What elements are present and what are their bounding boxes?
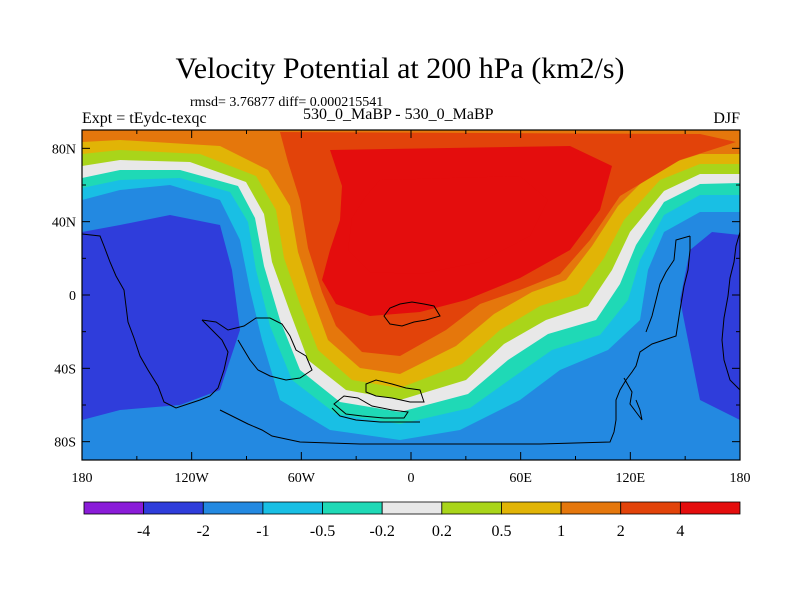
y-tick-label: 40N bbox=[52, 216, 76, 231]
x-tick-label: 120E bbox=[616, 471, 646, 486]
antarctic-ridge-outline bbox=[331, 407, 420, 423]
south-america-outline bbox=[201, 317, 313, 381]
x-tick-label: 60W bbox=[288, 471, 316, 486]
y-axis: 80N 40N 0 40S 80S bbox=[52, 142, 740, 451]
colorbar-swatch bbox=[202, 501, 264, 515]
season-label: DJF bbox=[713, 110, 740, 127]
chart-title: Velocity Potential at 200 hPa (km2/s) bbox=[175, 52, 625, 85]
colorbar-swatch bbox=[560, 501, 622, 515]
y-tick-label: 80S bbox=[54, 436, 76, 451]
x-tick-label: 120W bbox=[175, 471, 210, 486]
colorbar-label: 1 bbox=[557, 523, 565, 540]
colorbar-swatch bbox=[620, 501, 681, 515]
colorbar-label: 2 bbox=[617, 523, 625, 540]
island-2-outline bbox=[333, 395, 409, 419]
y-tick-label: 0 bbox=[69, 289, 76, 304]
colorbar-swatch bbox=[143, 501, 204, 515]
colorbar-swatch bbox=[83, 501, 145, 515]
field-level-above4 bbox=[348, 176, 548, 274]
continent-outlines bbox=[82, 231, 740, 445]
experiment-label: Expt = tEydc-texqc bbox=[82, 110, 207, 127]
colorbar-label: 0.5 bbox=[491, 523, 511, 540]
colorbar-swatch bbox=[679, 501, 741, 515]
x-tick-label: 180 bbox=[730, 471, 751, 486]
colorbar: -4 -2 -1 -0.5 -0.2 0.2 0.5 1 2 4 bbox=[83, 501, 741, 540]
colorbar-label: 4 bbox=[676, 523, 684, 540]
x-tick-label: 180 bbox=[72, 471, 93, 486]
africa-outline bbox=[383, 301, 441, 327]
antarctica-outline bbox=[219, 236, 691, 445]
case-label: 530_0_MaBP - 530_0_MaBP bbox=[303, 106, 494, 123]
map-field bbox=[82, 130, 740, 460]
colorbar-swatch bbox=[262, 501, 323, 515]
colorbar-swatch bbox=[322, 501, 383, 515]
y-tick-label: 80N bbox=[52, 142, 76, 157]
colorbar-swatch bbox=[441, 501, 502, 515]
australia-west-outline bbox=[623, 377, 643, 421]
x-axis: 180 120W 60W 0 60E 120E 180 bbox=[72, 130, 751, 486]
colorbar-label: -1 bbox=[256, 523, 269, 540]
colorbar-label: -0.5 bbox=[310, 523, 335, 540]
asia-australia-outline bbox=[645, 231, 740, 391]
colorbar-label: 0.2 bbox=[432, 523, 452, 540]
colorbar-swatch bbox=[501, 501, 562, 515]
colorbar-label: -0.2 bbox=[370, 523, 395, 540]
stats-text: rmsd= 3.76877 diff= 0.000215541 bbox=[190, 95, 384, 110]
y-tick-label: 40S bbox=[54, 362, 76, 377]
colorbar-swatch bbox=[381, 501, 443, 515]
americas-west-outline bbox=[82, 233, 229, 409]
x-tick-label: 0 bbox=[408, 471, 415, 486]
colorbar-label: -4 bbox=[137, 523, 150, 540]
x-tick-label: 60E bbox=[509, 471, 532, 486]
island-outline bbox=[365, 379, 425, 403]
colorbar-label: -2 bbox=[197, 523, 210, 540]
